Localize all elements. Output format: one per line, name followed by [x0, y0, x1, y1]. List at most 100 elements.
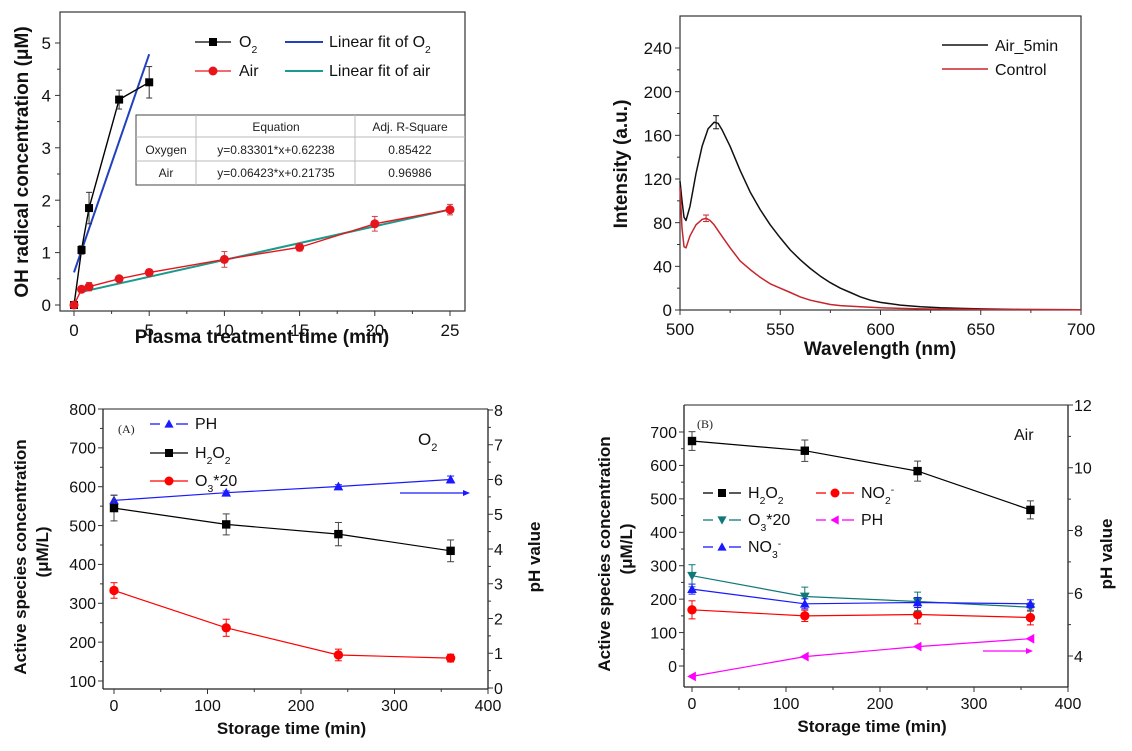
series-no2 [687, 600, 1036, 626]
y-tick-label: 0 [42, 296, 51, 315]
legend-label: H2O2 [748, 485, 784, 507]
y-tick-label: 240 [644, 39, 672, 58]
text-run: H [195, 445, 207, 462]
legend-item: H2O2 [150, 445, 231, 467]
y-tick-label: 400 [650, 525, 677, 542]
data-point [109, 585, 119, 596]
superscript: - [891, 485, 894, 496]
legend-label: H2O2 [195, 445, 231, 467]
data-point [687, 605, 697, 615]
data-point [77, 245, 86, 254]
y-tick-label: 700 [69, 441, 96, 458]
data-point [912, 609, 923, 620]
data-point [144, 268, 154, 278]
text-run: NO [861, 485, 885, 502]
series-control [679, 187, 1082, 311]
data-point [334, 529, 343, 539]
legend-label: Air [239, 63, 259, 80]
text-run: NO [748, 539, 772, 556]
arrow-head [463, 490, 470, 496]
x-tick-label: 100 [773, 696, 800, 713]
x-tick-label: 15 [290, 321, 309, 340]
data-point [115, 95, 124, 104]
data-point [687, 671, 696, 682]
axis-indicator-arrow [983, 648, 1033, 654]
data-point [913, 466, 922, 476]
x-tick-label: 100 [194, 698, 221, 715]
text-run: O [748, 512, 760, 529]
legend-label: O2 [239, 34, 257, 56]
y-axis: 100 200 300 400 500 600 700 800 [69, 402, 103, 691]
y-tick-label: 200 [69, 635, 96, 652]
data-point [687, 436, 697, 446]
y-tick-label: 800 [69, 402, 96, 419]
data-point [799, 592, 810, 602]
y2-tick-label: 6 [1074, 586, 1083, 603]
series-air [69, 203, 455, 310]
legend-marker [164, 419, 174, 428]
text-run: PH [195, 416, 217, 433]
y-tick-label: 160 [644, 126, 672, 145]
y-axis: 0 1 2 3 4 5 [42, 34, 60, 315]
x-tick-label: 400 [1055, 696, 1082, 713]
text-run: O [212, 445, 224, 462]
series-h2o2 [687, 431, 1035, 520]
x-tick-label: 650 [967, 320, 995, 339]
legend-item: O3*20 [703, 512, 790, 534]
legend-marker [717, 516, 727, 525]
y-tick-label: 0 [668, 659, 677, 676]
y-tick-label: 600 [650, 458, 677, 475]
data-point [221, 623, 231, 633]
y2-tick-label: 2 [494, 611, 503, 628]
data-point [912, 641, 922, 652]
series-o320 [687, 564, 1036, 612]
legend: Air_5min Control [942, 38, 1058, 79]
series-line [73, 208, 451, 306]
y2-tick-label: 6 [494, 472, 503, 489]
y-tick-label: 3 [42, 139, 51, 158]
y2-tick-label: 8 [494, 403, 503, 420]
y-tick-label: 100 [650, 625, 677, 642]
y2-axis: 0 1 2 3 4 5 6 7 8 [488, 403, 503, 698]
data-point [84, 282, 94, 292]
subscript: 2 [425, 45, 431, 56]
y-axis-title: OH radical concentration (μM) [12, 26, 33, 297]
y-tick-label: 200 [650, 592, 677, 609]
legend-marker [209, 38, 217, 46]
legend-marker [208, 66, 218, 76]
data-point [1025, 612, 1036, 623]
text-run: Air [239, 63, 259, 80]
data-point [85, 204, 94, 213]
y-tick-label: 40 [653, 257, 672, 276]
legend-label: NO2- [861, 485, 894, 507]
y-axis: 0 40 80 120 160 200 240 [644, 39, 680, 320]
y-tick-label: 2 [42, 191, 51, 210]
data-point [222, 520, 231, 529]
table-cell: Air [159, 166, 174, 180]
x-tick-label: 200 [867, 696, 894, 713]
subscript: 2 [225, 456, 231, 467]
y-tick-label: 700 [650, 425, 677, 442]
series-line [691, 638, 1031, 677]
x-tick-label: 25 [441, 321, 460, 340]
legend-marker [718, 489, 726, 497]
y2-tick-label: 12 [1074, 398, 1092, 415]
data-point [219, 254, 229, 264]
table-cell: 0.85422 [388, 143, 432, 157]
x-tick-label: 0 [688, 696, 697, 713]
fit-line [81, 208, 451, 293]
legend-item: PH [150, 416, 217, 433]
y-tick-label: 4 [42, 87, 51, 106]
y-tick-label: 1 [42, 244, 51, 263]
series-line [113, 478, 451, 501]
data-point [1026, 505, 1035, 515]
legend-marker [164, 476, 174, 486]
legend-label: PH [195, 416, 217, 433]
series-o2 [70, 66, 154, 309]
legend-marker [830, 515, 839, 525]
spectrum-line [679, 121, 1082, 311]
arrow-head [1026, 648, 1033, 654]
x-tick-label: 10 [215, 321, 234, 340]
series-ph [109, 474, 456, 507]
